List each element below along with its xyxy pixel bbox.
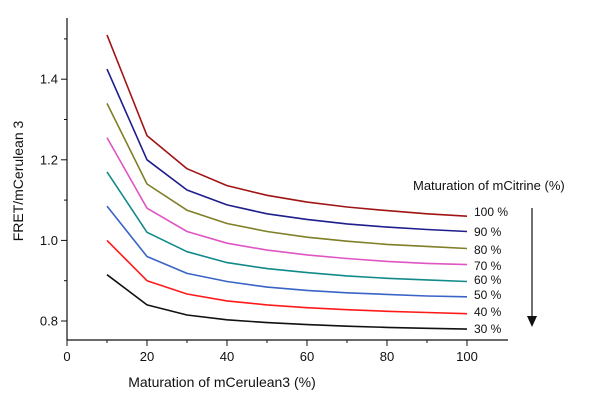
series-label: 40 % <box>474 305 502 319</box>
series-line <box>106 274 468 330</box>
y-axis-title: FRET/mCerulean 3 <box>10 120 26 241</box>
series-line <box>106 103 468 250</box>
direction-arrow-head <box>527 316 537 327</box>
series-line <box>106 171 468 283</box>
series-label: 70 % <box>474 259 502 273</box>
x-axis-title: Maturation of mCerulean3 (%) <box>128 374 316 390</box>
series-line <box>106 34 468 217</box>
series-label: 90 % <box>474 225 502 239</box>
y-tick-label: 1.4 <box>40 72 58 87</box>
series-line <box>106 68 468 233</box>
y-tick-label: 1.2 <box>40 152 58 167</box>
x-tick-label: 100 <box>456 349 478 364</box>
series-label: 80 % <box>474 243 502 257</box>
series-line <box>106 205 468 298</box>
x-tick-label: 60 <box>300 349 314 364</box>
x-tick-label: 20 <box>140 349 154 364</box>
series-label: 100 % <box>474 205 508 219</box>
x-tick-label: 80 <box>380 349 394 364</box>
series-label: 50 % <box>474 288 502 302</box>
x-tick-label: 40 <box>220 349 234 364</box>
y-tick-label: 0.8 <box>40 314 58 329</box>
series-line <box>106 239 468 315</box>
series-label: 30 % <box>474 322 502 336</box>
series-label: 60 % <box>474 273 502 287</box>
series-line <box>106 137 468 266</box>
y-tick-label: 1.0 <box>40 233 58 248</box>
legend-title: Maturation of mCitrine (%) <box>413 178 565 193</box>
x-tick-label: 0 <box>63 349 70 364</box>
